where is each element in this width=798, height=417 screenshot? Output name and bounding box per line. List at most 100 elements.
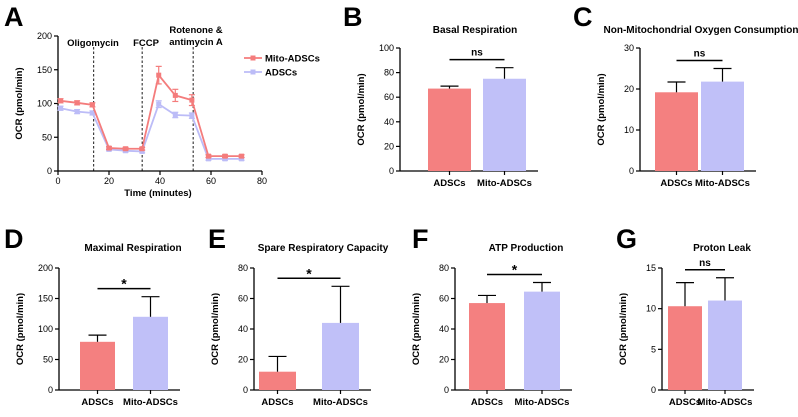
panel-a-ytick-label: 50 [42, 132, 52, 142]
panel-b-xtick-label-adscs: ADSCs [433, 178, 465, 189]
panel-d-ytick-label: 0 [48, 385, 53, 395]
panel-b-ytick-label: 100 [379, 43, 394, 53]
panel-a-annotation-oligomycin: Oligomycin [67, 38, 119, 49]
panel-a-series-mito-adscs-point [58, 98, 64, 104]
panel-f-bar-adscs [469, 303, 505, 390]
panel-e-ytick-label: 20 [238, 355, 248, 365]
panel-a-legend-adscs-label: ADSCs [265, 68, 297, 79]
panel-a-legend-adscs-marker [250, 69, 256, 75]
panel-d-letter: D [4, 224, 24, 254]
panel-a-ytick-label: 0 [47, 166, 52, 176]
panel-g-title: Proton Leak [693, 243, 751, 254]
panel-a-series-mito-adscs-point [189, 97, 195, 103]
panel-c-xtick-label-mito-adscs: Mito-ADSCs [695, 178, 750, 189]
panel-a-ytick-label: 200 [37, 31, 52, 41]
panel-b-bar-mito-adscs [483, 78, 526, 171]
panel-d-ytick-label: 150 [38, 294, 53, 304]
panel-f-xtick-label-adscs: ADSCs [471, 397, 503, 408]
panel-b-significance-label: ns [471, 48, 483, 59]
panel-f-xtick-label-mito-adscs: Mito-ADSCs [515, 397, 570, 408]
panel-e-significance-label: * [306, 265, 312, 281]
panel-d-ytick-label: 200 [38, 263, 53, 273]
panel-g-xtick-label-mito-adscs: Mito-ADSCs [698, 397, 753, 408]
panel-g-bar-adscs [668, 306, 702, 390]
panel-c-y-axis-label: OCR (pmol/min) [596, 73, 607, 145]
panel-a-annotation-rotenone: Rotenone & [169, 25, 222, 36]
panel-e: E Spare Respiratory Capacity 0 20 40 60 80 OCR … [208, 224, 389, 408]
panel-f-ytick-label: 40 [439, 324, 449, 334]
panel-f-ytick-label: 80 [439, 263, 449, 273]
panel-f-bar-mito-adscs [524, 291, 560, 390]
panel-e-ytick-label: 0 [243, 385, 248, 395]
panel-d-bar-mito-adscs [133, 316, 168, 390]
panel-d-bar-adscs [80, 341, 115, 390]
panel-a-ytick-label: 150 [37, 65, 52, 75]
panel-f-significance-label: * [512, 261, 518, 277]
panel-a-series-adscs-point [172, 112, 178, 118]
panel-g-xtick-label-adscs: ADSCs [669, 397, 701, 408]
panel-b-bar-adscs [428, 88, 471, 171]
panel-b-ytick-label: 80 [384, 68, 394, 78]
panel-b-xtick-label-mito-adscs: Mito-ADSCs [477, 178, 532, 189]
panel-a-series-adscs-line [60, 102, 242, 160]
panel-g-bar-mito-adscs [708, 300, 742, 390]
panel-a-series-mito-adscs-point [239, 153, 245, 159]
panel-e-xtick-label-mito-adscs: Mito-ADSCs [313, 397, 368, 408]
panel-a-xtick-label: 0 [55, 176, 60, 186]
panel-g-significance-label: ns [699, 258, 711, 269]
panel-f: F ATP Production 0 20 40 60 80 OCR (pmol/min) AD… [411, 224, 572, 408]
panel-c-letter: C [573, 2, 593, 32]
panel-d-xtick-label-adscs: ADSCs [81, 397, 113, 408]
panel-a-annotation-antimycin: antimycin A [169, 37, 223, 48]
panel-c: C Non-Mitochondrial Oxygen Consumption 0 10… [573, 2, 798, 189]
panel-g-ytick-label: 5 [651, 344, 656, 354]
panel-f-y-axis-label: OCR (pmol/min) [411, 293, 422, 365]
panel-a-series-mito-adscs-point [139, 146, 145, 152]
panel-b-ytick-label: 40 [384, 117, 394, 127]
panel-c-ytick-label: 0 [629, 166, 634, 176]
panel-g-ytick-label: 15 [646, 263, 656, 273]
panel-b-ytick-label: 0 [389, 166, 394, 176]
panel-c-ytick-label: 30 [624, 43, 634, 53]
panel-a-series-adscs-point [222, 156, 228, 162]
panel-a-xtick-label: 80 [257, 176, 267, 186]
panel-f-title: ATP Production [489, 243, 564, 254]
panel-a-xtick-label: 60 [206, 176, 216, 186]
panel-a-legend-mito-adscs-marker [250, 55, 256, 61]
panel-a-series-adscs-point [205, 156, 211, 162]
panel-f-ytick-label: 60 [439, 294, 449, 304]
panel-a-series-mito-adscs-point [74, 100, 80, 106]
panel-a-series-adscs-point [89, 110, 95, 116]
panel-a-series-mito-adscs-point [123, 146, 129, 152]
panel-a-x-axis-label: Time (minutes) [124, 188, 191, 199]
panel-a-letter: A [4, 2, 24, 32]
panel-a-series-adscs-point [139, 148, 145, 154]
panel-c-ytick-label: 20 [624, 84, 634, 94]
panel-c-title: Non-Mitochondrial Oxygen Consumption [604, 25, 798, 36]
panel-b-ytick-label: 20 [384, 141, 394, 151]
panel-a-series-adscs-point [189, 113, 195, 119]
panel-a-xtick-label: 20 [104, 176, 114, 186]
panel-a-ytick-label: 100 [37, 99, 52, 109]
panel-c-xtick-label-adscs: ADSCs [660, 178, 692, 189]
panel-a-series-mito-adscs-point [156, 72, 162, 78]
panel-g-ytick-label: 10 [646, 304, 656, 314]
panel-e-bar-mito-adscs [322, 322, 359, 390]
panel-d-title: Maximal Respiration [84, 243, 181, 254]
panel-d-y-axis-label: OCR (pmol/min) [15, 293, 26, 365]
panel-a: A 0 50 100 150 200 OCR (pmol/min) 0 20 40 60 80 Time… [4, 2, 320, 199]
panel-a-series-adscs-point [74, 109, 80, 115]
panel-e-title: Spare Respiratory Capacity [258, 243, 389, 254]
panel-a-annotation-fccp: FCCP [133, 38, 160, 49]
panel-f-letter: F [412, 224, 429, 254]
panel-c-significance-label: ns [694, 49, 706, 60]
panel-d-xtick-label-mito-adscs: Mito-ADSCs [123, 397, 178, 408]
panel-a-xtick-label: 40 [155, 176, 165, 186]
panel-a-y-axis-label: OCR (pmol/min) [14, 67, 25, 139]
panel-d-significance-label: * [121, 276, 127, 292]
panel-b-y-axis-label: OCR (pmol/min) [356, 73, 367, 145]
panel-a-series-adscs-point [156, 101, 162, 107]
panel-d-ytick-label: 100 [38, 324, 53, 334]
panel-b: B Basal Respiration 0 20 40 60 80 100 OCR (pmol/… [343, 2, 538, 189]
